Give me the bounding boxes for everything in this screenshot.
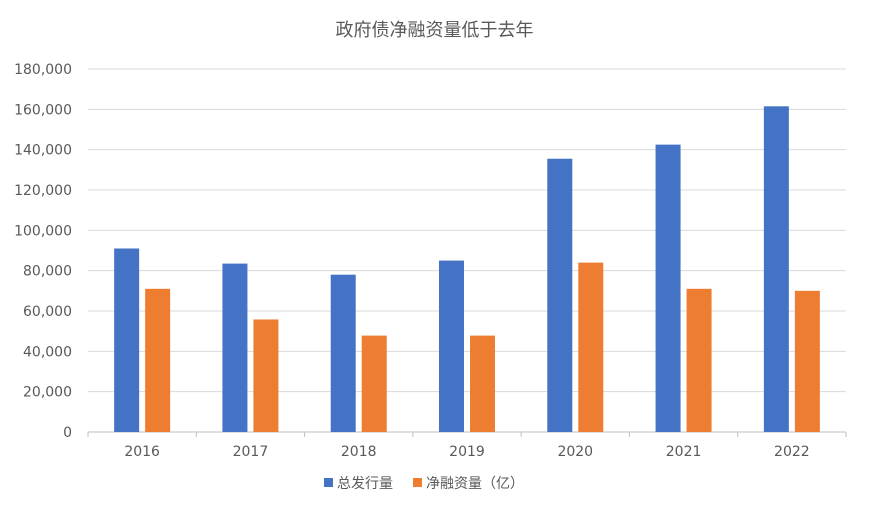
bar-2019-series-1	[470, 335, 495, 432]
y-tick-label: 100,000	[14, 223, 72, 239]
x-tick-label: 2018	[341, 444, 377, 460]
x-tick-label: 2019	[449, 444, 485, 460]
bar-2020-series-0	[547, 158, 573, 432]
chart-title: 政府债净融资量低于去年	[335, 20, 534, 41]
y-tick-label: 20,000	[23, 385, 72, 401]
x-tick-label: 2022	[774, 444, 810, 460]
bar-2017-series-0	[222, 263, 248, 432]
y-tick-label: 160,000	[14, 102, 72, 118]
x-tick-label: 2021	[666, 444, 702, 460]
bar-2016-series-0	[114, 248, 140, 432]
bar-2021-series-1	[686, 288, 712, 432]
y-tick-label: 180,000	[14, 62, 72, 78]
y-tick-label: 0	[63, 425, 72, 441]
bar-2022-series-1	[794, 290, 820, 432]
legend-swatch	[324, 478, 333, 487]
bar-2020-series-1	[578, 262, 604, 432]
y-tick-label: 40,000	[23, 344, 72, 360]
x-tick-label: 2020	[557, 444, 593, 460]
y-tick-label: 120,000	[14, 183, 72, 199]
bar-2021-series-0	[655, 144, 681, 432]
bar-2019-series-0	[439, 260, 464, 432]
y-tick-label: 60,000	[23, 304, 72, 320]
bar-2018-series-1	[361, 335, 387, 432]
bar-2016-series-1	[145, 288, 171, 432]
bar-2017-series-1	[253, 319, 279, 432]
y-tick-label: 80,000	[23, 264, 72, 280]
legend-label: 净融资量（亿）	[426, 476, 524, 492]
y-tick-label: 140,000	[14, 143, 72, 159]
legend-swatch	[413, 478, 422, 487]
x-tick-label: 2017	[233, 444, 269, 460]
bar-2022-series-0	[763, 106, 789, 432]
legend-label: 总发行量	[337, 476, 393, 492]
bar-2018-series-0	[330, 274, 356, 432]
x-tick-label: 2016	[124, 444, 160, 460]
